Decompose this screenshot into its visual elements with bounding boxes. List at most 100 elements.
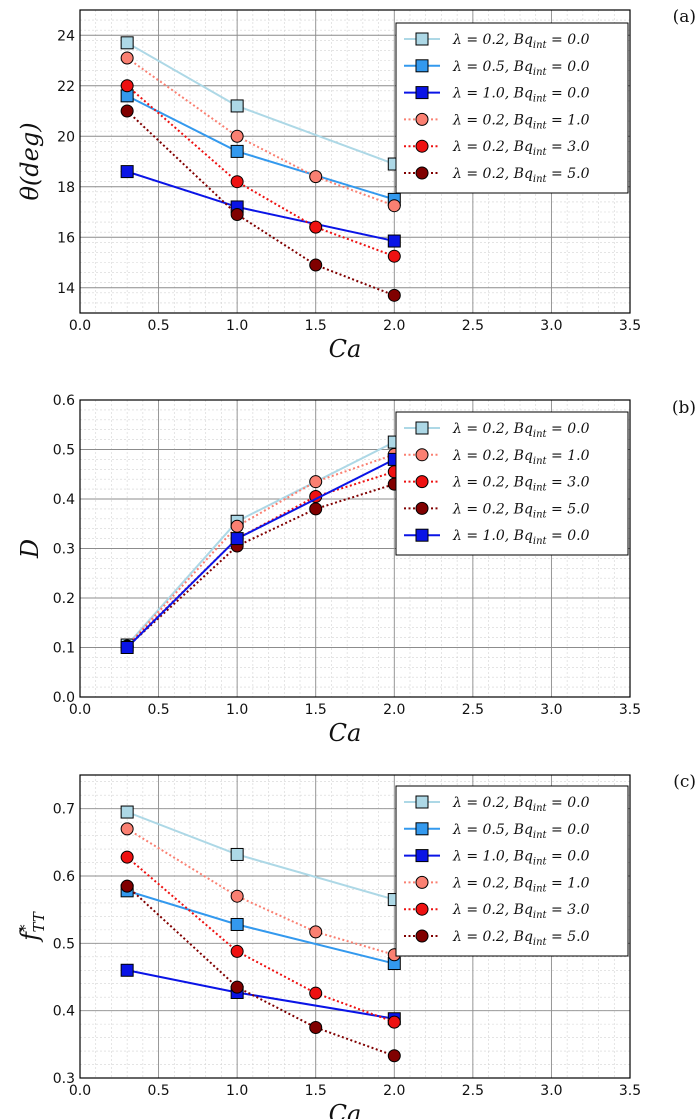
- legend: λ = 0.2, Bqint = 0.0 λ = 0.5, Bqint = 0.0…: [395, 785, 629, 957]
- data-point: [120, 822, 134, 836]
- y-axis-label: f*TT: [16, 911, 48, 943]
- data-point: [309, 258, 323, 272]
- data-point: [120, 805, 134, 819]
- x-tick-label: 0.0: [69, 702, 91, 718]
- legend-marker: [415, 448, 429, 462]
- x-tick-label: 3.5: [619, 1083, 641, 1099]
- y-tick-label: 24: [57, 28, 75, 44]
- series-4: [120, 477, 401, 654]
- legend-entry: λ = 0.5, Bqint = 0.0: [452, 59, 590, 78]
- y-tick-label: 0.4: [53, 492, 75, 508]
- legend-entry: λ = 0.2, Bqint = 5.0: [452, 929, 590, 948]
- y-axis-label: D: [16, 539, 44, 559]
- series-line: [126, 811, 395, 901]
- legend-marker: [415, 86, 429, 100]
- data-point: [120, 963, 134, 977]
- data-point: [309, 925, 323, 939]
- legend-marker: [415, 32, 429, 46]
- series-3: [120, 165, 401, 248]
- series-5: [120, 79, 401, 263]
- x-tick-label: 2.0: [383, 318, 405, 334]
- series-5: [120, 850, 401, 1029]
- legend-entry: λ = 0.2, Bqint = 1.0: [452, 875, 590, 894]
- data-point: [387, 1015, 401, 1029]
- x-tick-label: 1.5: [305, 318, 327, 334]
- series-1: [120, 805, 401, 907]
- legend-entry: λ = 1.0, Bqint = 0.0: [452, 528, 590, 547]
- x-tick-label: 1.5: [305, 702, 327, 718]
- data-point: [387, 288, 401, 302]
- y-tick-label: 0.5: [53, 936, 75, 952]
- y-tick-label: 18: [57, 180, 75, 196]
- series-5: [120, 452, 401, 654]
- x-tick-label: 2.5: [462, 702, 484, 718]
- x-tick-label: 1.5: [305, 1083, 327, 1099]
- y-tick-label: 0.6: [53, 869, 75, 885]
- plot-frame: [79, 9, 631, 314]
- y-tick-label: 0.1: [53, 641, 75, 657]
- x-tick-label: 3.0: [540, 702, 562, 718]
- x-tick-label: 3.0: [540, 1083, 562, 1099]
- legend-entry: λ = 0.2, Bqint = 3.0: [452, 139, 590, 158]
- legend-entry: λ = 0.2, Bqint = 3.0: [452, 475, 590, 494]
- legend-entry: λ = 0.2, Bqint = 5.0: [452, 166, 590, 185]
- data-point: [230, 175, 244, 189]
- series-line: [126, 441, 395, 646]
- series-3: [120, 963, 401, 1026]
- series-line: [126, 828, 395, 956]
- legend-entry: λ = 1.0, Bqint = 0.0: [452, 86, 590, 105]
- y-axis-label: θ(deg): [16, 122, 44, 200]
- x-tick-label: 3.5: [619, 702, 641, 718]
- data-point: [230, 980, 244, 994]
- y-tick-label: 0.2: [53, 591, 75, 607]
- data-point: [230, 208, 244, 222]
- data-point: [309, 986, 323, 1000]
- y-tick-label: 14: [57, 281, 75, 297]
- x-tick-label: 2.0: [383, 702, 405, 718]
- legend-entry: λ = 0.2, Bqint = 0.0: [452, 795, 590, 814]
- x-tick-label: 0.0: [69, 318, 91, 334]
- legend-entry: λ = 0.2, Bqint = 3.0: [452, 902, 590, 921]
- chart-panel-1: 0.0 0.5 1.0 1.5 2.0 2.5 3.0 3.5 14 16 18 20 22 24 Ca θ(…: [16, 7, 696, 363]
- legend-entry: λ = 0.2, Bqint = 1.0: [452, 448, 590, 467]
- x-tick-label: 3.5: [619, 318, 641, 334]
- legend-marker: [415, 166, 429, 180]
- series-line: [126, 57, 395, 207]
- legend: λ = 0.2, Bqint = 0.0 λ = 0.5, Bqint = 0.0…: [395, 22, 629, 194]
- data-point: [309, 502, 323, 516]
- x-tick-label: 0.5: [147, 702, 169, 718]
- legend-entry: λ = 0.5, Bqint = 0.0: [452, 822, 590, 841]
- chart-panel-3: 0.0 0.5 1.0 1.5 2.0 2.5 3.0 3.5 0.3 0.4 0.5 0.6 0.7 C…: [16, 772, 696, 1119]
- x-tick-label: 1.0: [226, 1083, 248, 1099]
- legend-marker: [415, 929, 429, 943]
- data-point: [230, 99, 244, 113]
- x-tick-label: 0.5: [147, 318, 169, 334]
- plot-frame: [79, 774, 631, 1079]
- x-axis-label: Ca: [329, 335, 362, 363]
- legend-marker: [415, 902, 429, 916]
- series-line: [126, 969, 395, 1020]
- legend-marker: [415, 875, 429, 889]
- series-line: [126, 41, 395, 165]
- series-1: [120, 36, 401, 171]
- legend-entry: λ = 0.2, Bqint = 1.0: [452, 112, 590, 131]
- series-line: [126, 84, 395, 258]
- legend: λ = 0.2, Bqint = 0.0 λ = 0.2, Bqint = 1.0…: [395, 411, 629, 556]
- data-point: [387, 234, 401, 248]
- series-line: [126, 170, 395, 243]
- data-point: [230, 519, 244, 533]
- chart-panel-2: 0.0 0.5 1.0 1.5 2.0 2.5 3.0 3.5 0.0 0.1 0.2 0.3 0.4 0…: [16, 393, 696, 747]
- data-point: [120, 879, 134, 893]
- y-tick-label: 20: [57, 129, 75, 145]
- series-6: [120, 879, 401, 1063]
- y-tick-label: 0.6: [53, 393, 75, 409]
- series-line: [126, 856, 395, 1024]
- data-point: [120, 36, 134, 50]
- legend-entry: λ = 1.0, Bqint = 0.0: [452, 849, 590, 868]
- y-tick-label: 16: [57, 230, 75, 246]
- data-point: [309, 475, 323, 489]
- x-tick-label: 2.5: [462, 1083, 484, 1099]
- y-tick-label: 0.5: [53, 443, 75, 459]
- series-line: [126, 110, 395, 297]
